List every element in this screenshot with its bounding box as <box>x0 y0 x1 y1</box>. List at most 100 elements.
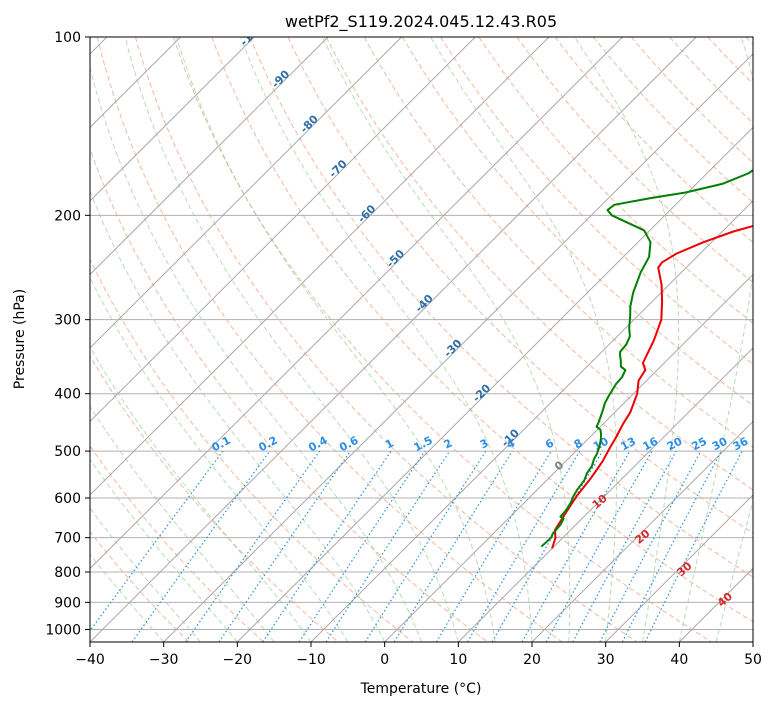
skewed-isotherms <box>90 37 753 642</box>
mixing-ratio-line <box>218 450 351 642</box>
mixing-ratio-label: 10 <box>591 434 611 453</box>
moist-adiabat-line <box>90 189 386 642</box>
y-tick-label: 300 <box>54 313 81 329</box>
dry-adiabat-line <box>554 37 753 243</box>
isotherm-line <box>384 273 753 642</box>
dry-adiabat-line <box>90 445 264 642</box>
y-tick-label: 100 <box>54 30 81 46</box>
dry-adiabat-line <box>96 37 563 642</box>
y-tick-label: 600 <box>54 491 81 507</box>
moist-adiabat-line <box>90 405 275 642</box>
moist-adiabat-line <box>124 37 459 642</box>
mixing-ratio-label: 30 <box>710 435 730 454</box>
x-tick-label: −20 <box>223 652 253 668</box>
moist-adiabat-line <box>574 37 680 642</box>
mixing-ratio-line <box>298 450 426 642</box>
mixing-ratio-label: 13 <box>618 435 638 454</box>
moist-adiabat-line <box>678 37 753 642</box>
isotherm-line <box>163 53 753 642</box>
moist-adiabat-line <box>90 458 238 642</box>
sounding-profiles <box>540 169 753 549</box>
dry-adiabat-line <box>440 37 753 365</box>
x-axis-label: Temperature (°C) <box>360 681 482 697</box>
y-tick-label: 200 <box>54 208 81 224</box>
mixing-ratio-label: 20 <box>665 434 685 453</box>
moist-adiabat-line <box>175 37 496 642</box>
moist-adiabat-line <box>240 37 533 642</box>
moist-adiabat-line <box>90 276 349 642</box>
isotherm-line <box>90 37 476 423</box>
mixing-ratio-line <box>364 450 487 642</box>
dry-adiabat-line <box>134 37 638 642</box>
y-tick-label: 800 <box>54 565 81 581</box>
chart-title: wetPf2_S119.2024.045.12.43.R05 <box>285 12 557 32</box>
isotherm-line <box>90 37 329 276</box>
grid-lines <box>90 37 753 630</box>
moist-adiabat-line <box>322 37 571 642</box>
x-tick-label: 0 <box>380 652 389 668</box>
x-tick-label: −10 <box>296 652 326 668</box>
isotherm-line <box>457 347 753 642</box>
mixing-ratio-label: 16 <box>641 435 661 454</box>
isotherm-line <box>605 494 753 642</box>
mixing-ratio-lines <box>90 450 743 642</box>
x-tick-label: 20 <box>523 652 541 668</box>
x-tick-label: 10 <box>449 652 467 668</box>
dry-adiabat-line <box>249 37 753 578</box>
isotherm-line <box>90 37 623 570</box>
mixing-ratio-label: 25 <box>689 435 709 454</box>
moist-adiabat-line <box>90 553 165 642</box>
temperature-profile-line <box>551 224 753 549</box>
dry-adiabat-line <box>90 147 488 642</box>
mixing-ratio-line <box>185 450 321 642</box>
dry-adiabat-line <box>211 37 753 623</box>
x-tick-label: 40 <box>670 652 688 668</box>
mixing-ratio-line <box>262 450 392 642</box>
y-tick-label: 700 <box>54 531 81 547</box>
mixing-ratio-line <box>644 450 743 642</box>
mixing-ratio-line <box>90 450 224 632</box>
x-axis-ticks: −40 −30 −20 −10 0 10 20 30 40 50 <box>75 642 762 668</box>
y-tick-label: 400 <box>54 387 81 403</box>
y-tick-label: 1000 <box>45 622 81 638</box>
dry-adiabat-line <box>402 37 753 407</box>
mixing-ratio-line <box>325 450 451 642</box>
dry-adiabat-line <box>287 37 753 534</box>
isotherm-label: -100 <box>238 20 267 49</box>
dry-adiabat-line <box>90 258 414 642</box>
mixing-ratio-line <box>131 450 271 642</box>
dewpoint-profile-line <box>540 169 753 548</box>
dry-adiabat-line <box>173 37 712 642</box>
x-tick-label: 50 <box>744 652 762 668</box>
dry-adiabat-line <box>631 37 753 164</box>
moist-adiabat-line <box>90 507 201 642</box>
plot-area: -100-90-80-70-60-50-40-30-20-100.10.20.4… <box>90 20 753 642</box>
dry-adiabat-line <box>516 37 753 284</box>
dry-adiabat-line <box>325 37 753 491</box>
mixing-ratio-line <box>521 450 631 642</box>
moist-adiabats <box>90 37 753 642</box>
y-axis-label: Pressure (hPa) <box>12 289 28 389</box>
isotherm-line <box>236 126 753 642</box>
isotherm-line <box>531 420 753 642</box>
mixing-ratio-line <box>545 450 653 642</box>
isotherm-line <box>90 37 255 202</box>
moist-adiabat-line <box>430 37 618 642</box>
mixing-ratio-line <box>572 450 677 642</box>
isotherm-line <box>310 200 753 642</box>
isotherm-line <box>90 37 697 642</box>
x-tick-label: −40 <box>75 652 105 668</box>
moist-adiabat-line <box>715 499 753 642</box>
mixing-ratio-line <box>393 450 513 642</box>
y-tick-label: 900 <box>54 595 81 611</box>
y-tick-label: 500 <box>54 444 81 460</box>
moist-adiabat-line <box>90 65 422 642</box>
isotherm-line <box>90 37 402 349</box>
plot-frame <box>89 36 754 643</box>
y-axis-ticks: 100 200 300 400 500 600 700 800 900 1000 <box>45 30 90 638</box>
x-tick-label: −30 <box>149 652 179 668</box>
mixing-ratio-label: 36 <box>731 435 751 454</box>
isotherm-line <box>90 37 550 496</box>
